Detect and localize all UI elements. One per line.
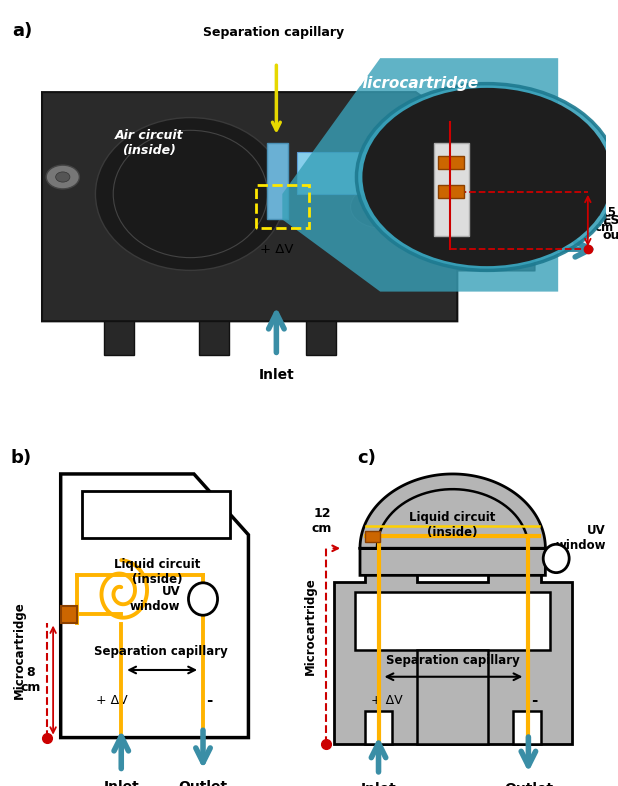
Text: Outlet: Outlet [179, 780, 227, 786]
Polygon shape [457, 228, 535, 270]
Text: Air circuit
(inside): Air circuit (inside) [114, 129, 183, 157]
Polygon shape [513, 711, 541, 744]
Polygon shape [434, 143, 469, 237]
Text: ESI-MS
outlet: ESI-MS outlet [603, 214, 618, 242]
Polygon shape [104, 321, 134, 355]
Text: Inlet: Inlet [258, 368, 294, 382]
Circle shape [357, 83, 617, 270]
Circle shape [362, 88, 612, 266]
Text: a): a) [12, 22, 32, 40]
Circle shape [350, 185, 410, 228]
Text: c): c) [357, 449, 376, 467]
Text: b): b) [11, 449, 32, 467]
Circle shape [56, 172, 70, 182]
Text: Liquid circuit
(inside): Liquid circuit (inside) [410, 511, 496, 538]
Polygon shape [268, 143, 288, 219]
Polygon shape [282, 58, 558, 292]
Text: -: - [531, 693, 538, 708]
Text: -: - [206, 693, 212, 708]
Text: Inlet: Inlet [103, 780, 139, 786]
Text: + ΔV: + ΔV [260, 243, 293, 255]
Polygon shape [365, 711, 392, 744]
Text: + ΔV: + ΔV [371, 694, 402, 707]
Text: Separation capillary: Separation capillary [94, 645, 227, 658]
Text: Separation capillary: Separation capillary [386, 654, 520, 667]
Polygon shape [306, 321, 336, 355]
Polygon shape [297, 152, 368, 194]
Text: Microcartridge: Microcartridge [353, 76, 479, 91]
Polygon shape [438, 156, 465, 168]
Text: Inlet: Inlet [361, 781, 396, 786]
Text: UV
window: UV window [555, 524, 606, 553]
Polygon shape [334, 542, 572, 744]
Text: UV
window: UV window [130, 585, 180, 613]
Circle shape [543, 544, 569, 573]
Polygon shape [61, 606, 77, 623]
Text: Separation capillary: Separation capillary [203, 26, 344, 39]
Text: + ΔV: + ΔV [96, 694, 128, 707]
Polygon shape [199, 321, 229, 355]
Polygon shape [438, 185, 465, 198]
Polygon shape [355, 593, 550, 650]
Text: Microcartridge: Microcartridge [14, 601, 27, 699]
Polygon shape [42, 92, 535, 321]
Ellipse shape [95, 118, 286, 270]
Polygon shape [82, 490, 231, 538]
Text: Liquid circuit
(inside): Liquid circuit (inside) [114, 558, 201, 586]
Polygon shape [360, 474, 546, 575]
Polygon shape [61, 474, 248, 737]
Polygon shape [417, 650, 488, 744]
Circle shape [188, 582, 218, 615]
Text: Outlet: Outlet [504, 781, 553, 786]
Polygon shape [365, 531, 380, 542]
Text: 12
cm: 12 cm [312, 507, 332, 534]
Circle shape [46, 165, 79, 189]
Text: 8
cm: 8 cm [20, 666, 41, 694]
Text: Microcartridge: Microcartridge [304, 577, 317, 675]
Text: 7.5
cm: 7.5 cm [595, 206, 616, 234]
